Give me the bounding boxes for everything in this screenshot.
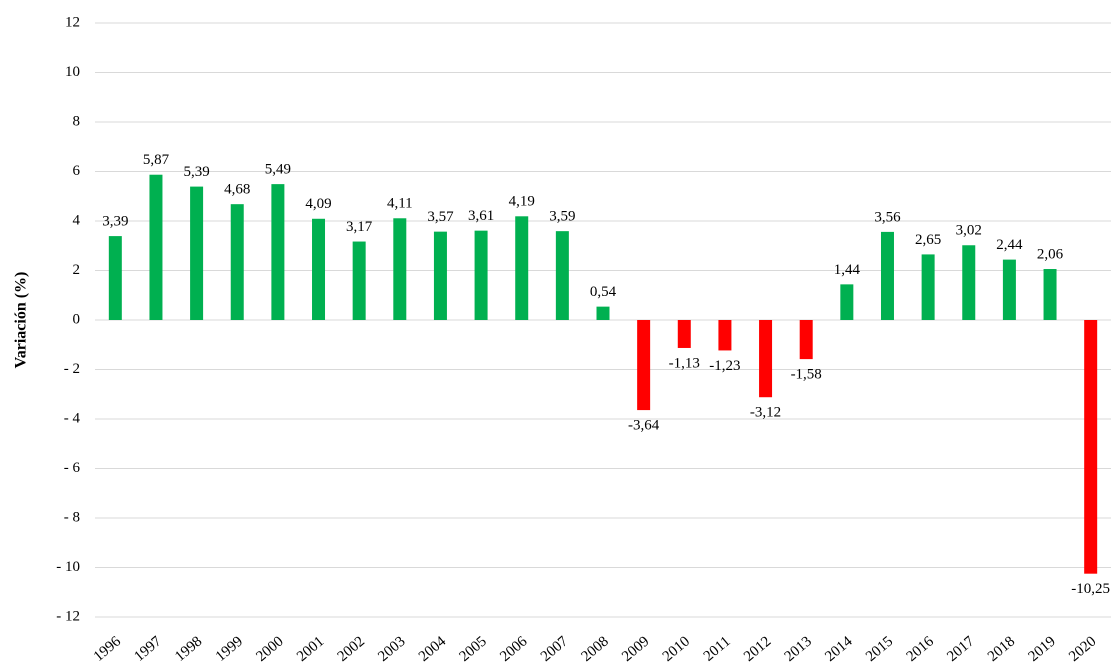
value-label: 3,57 <box>427 209 454 225</box>
y-tick-label: - 2 <box>64 361 80 377</box>
value-label: -1,13 <box>669 355 700 371</box>
bar <box>799 320 813 360</box>
x-tick-label: 2005 <box>457 633 490 665</box>
y-tick-label: 12 <box>65 14 80 30</box>
x-tick-label: 2013 <box>782 633 815 665</box>
value-label: 4,09 <box>305 196 331 212</box>
value-label: 3,02 <box>956 223 982 239</box>
y-tick-label: - 4 <box>64 410 81 426</box>
bar <box>759 320 773 398</box>
x-tick-label: 2009 <box>619 633 652 665</box>
bar <box>555 231 569 320</box>
bar <box>921 254 935 320</box>
y-axis-label: Variación (%) <box>13 272 30 369</box>
value-label: 3,56 <box>874 209 901 225</box>
x-tick-label: 1999 <box>213 633 246 665</box>
bar <box>1084 320 1098 574</box>
x-tick-label: 2019 <box>1026 633 1059 665</box>
x-tick-label: 2018 <box>985 633 1018 665</box>
x-tick-label: 2007 <box>538 633 572 665</box>
x-tick-label: 2011 <box>701 633 734 664</box>
bar <box>352 241 366 320</box>
x-tick-label: 1996 <box>91 633 125 665</box>
bar <box>962 245 976 320</box>
value-label: 2,65 <box>915 232 941 248</box>
value-label: 2,06 <box>1037 246 1064 262</box>
y-tick-label: 2 <box>73 262 81 278</box>
bar <box>1043 269 1057 320</box>
value-label: -1,23 <box>709 358 740 374</box>
bar <box>108 236 122 320</box>
x-tick-label: 2017 <box>944 633 978 665</box>
bar <box>271 184 285 320</box>
value-label: 5,39 <box>183 164 209 180</box>
value-label: 1,44 <box>834 262 861 278</box>
bar <box>880 231 894 320</box>
value-label: -1,58 <box>791 367 822 383</box>
value-label: 4,68 <box>224 182 250 198</box>
bar <box>149 174 163 320</box>
bar <box>190 186 204 320</box>
value-label: 0,54 <box>590 284 617 300</box>
value-label: 3,39 <box>102 214 128 230</box>
y-tick-label: 10 <box>65 64 80 80</box>
bar <box>718 320 732 351</box>
y-tick-label: 0 <box>73 311 81 327</box>
x-tick-label: 2003 <box>375 633 408 665</box>
x-tick-label: 2010 <box>660 633 693 665</box>
value-label: -3,64 <box>628 418 660 434</box>
value-label: 3,59 <box>549 209 575 225</box>
x-tick-label: 2020 <box>1066 633 1099 665</box>
x-tick-label: 2008 <box>579 633 612 665</box>
bar <box>433 231 447 320</box>
x-tick-label: 2002 <box>335 633 368 665</box>
value-label: 3,17 <box>346 219 373 235</box>
x-tick-label: 2000 <box>253 633 286 665</box>
y-tick-label: - 12 <box>56 608 80 624</box>
bar <box>230 204 244 320</box>
y-tick-label: - 8 <box>64 509 80 525</box>
y-tick-label: 6 <box>73 163 81 179</box>
bar <box>637 320 651 411</box>
x-tick-label: 2004 <box>416 633 450 665</box>
bar <box>1002 259 1016 320</box>
value-label: 3,61 <box>468 208 494 224</box>
x-tick-label: 2016 <box>904 633 938 665</box>
y-tick-label: - 6 <box>64 460 81 476</box>
value-label: -3,12 <box>750 405 781 421</box>
x-tick-label: 2006 <box>497 633 531 665</box>
x-tick-label: 2001 <box>294 633 327 665</box>
y-tick-label: - 10 <box>56 559 80 575</box>
bar <box>474 230 488 320</box>
x-tick-label: 1998 <box>172 633 205 665</box>
bar <box>515 216 529 320</box>
bar <box>393 218 407 320</box>
bar <box>840 284 854 320</box>
value-label: 5,87 <box>143 152 170 168</box>
value-label: 2,44 <box>996 237 1023 253</box>
value-label: 4,11 <box>387 196 413 212</box>
value-label: 4,19 <box>509 194 535 210</box>
value-label: -10,25 <box>1071 581 1110 597</box>
bar <box>677 320 691 348</box>
bar <box>596 306 610 320</box>
x-tick-label: 2015 <box>863 633 896 665</box>
y-tick-label: 8 <box>73 113 81 129</box>
x-tick-label: 2012 <box>741 633 774 665</box>
bar <box>312 218 326 320</box>
x-tick-label: 1997 <box>131 633 165 665</box>
x-tick-label: 2014 <box>822 633 856 665</box>
value-label: 5,49 <box>265 162 291 178</box>
y-tick-label: 4 <box>73 212 81 228</box>
